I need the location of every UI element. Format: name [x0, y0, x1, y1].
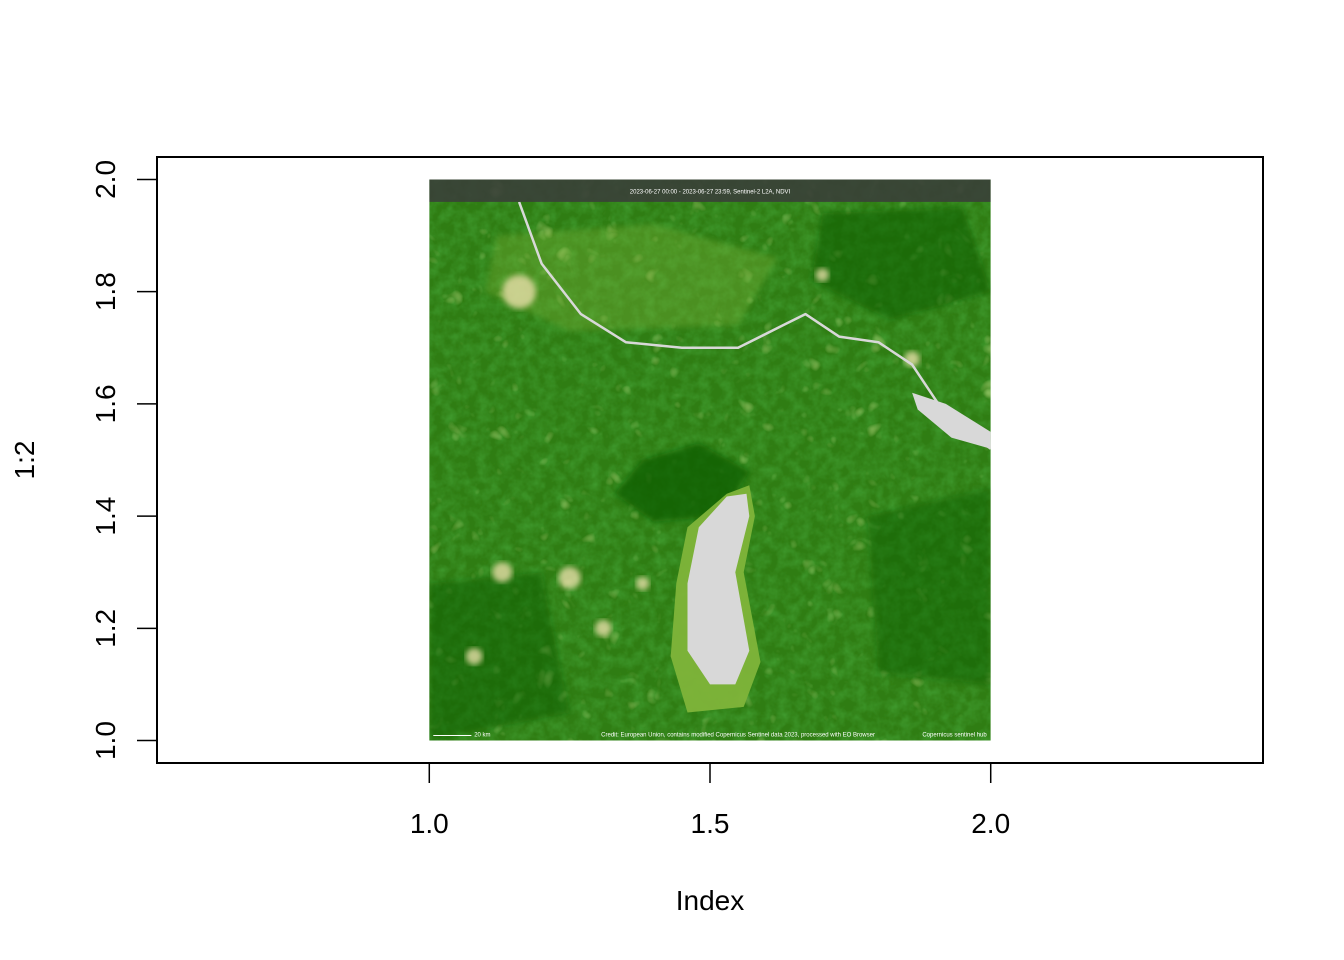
y-tick-label: 1.4 [90, 497, 121, 536]
bare-ground-spot [815, 268, 830, 282]
y-axis: 1.0 1.2 1.4 1.6 1.8 2.0 [90, 160, 158, 760]
x-axis: 1.0 1.5 2.0 [410, 762, 1010, 839]
y-tick-label: 1.0 [90, 721, 121, 760]
image-credit-text: Credit: European Union, contains modifie… [601, 733, 875, 739]
map-features [429, 201, 991, 741]
forest-patch [614, 443, 750, 522]
satellite-ndvi-image: 2023-06-27 00:00 - 2023-06-27 23:59, Sen… [429, 179, 991, 741]
y-tick-label: 1.6 [90, 384, 121, 423]
image-header-text: 2023-06-27 00:00 - 2023-06-27 23:59, Sen… [630, 189, 791, 195]
image-header-band [429, 179, 991, 202]
bare-ground-spot [594, 619, 612, 637]
forest-patch [867, 488, 991, 685]
bare-ground-spot [635, 576, 650, 591]
river [517, 201, 991, 450]
y-tick-label: 1.8 [90, 272, 121, 311]
field-area [485, 224, 778, 331]
river-widening [912, 392, 991, 449]
bare-ground-spot [465, 647, 483, 665]
forest-patch [811, 207, 991, 320]
bare-ground-spot [492, 562, 513, 583]
forest-patch [429, 572, 570, 741]
x-tick-label: 2.0 [971, 808, 1010, 839]
y-axis-title: 1:2 [9, 441, 40, 480]
x-axis-title: Index [676, 885, 745, 916]
lake-water [687, 493, 750, 685]
x-tick-label: 1.0 [410, 808, 449, 839]
x-tick-label: 1.5 [691, 808, 730, 839]
y-tick-label: 2.0 [90, 160, 121, 199]
image-logo: Copernicus sentinel hub [922, 733, 987, 739]
y-tick-label: 1.2 [90, 609, 121, 648]
bare-ground-spot [558, 566, 581, 590]
image-scale-text: 20 km [474, 733, 490, 739]
bare-ground-spot [502, 274, 536, 309]
